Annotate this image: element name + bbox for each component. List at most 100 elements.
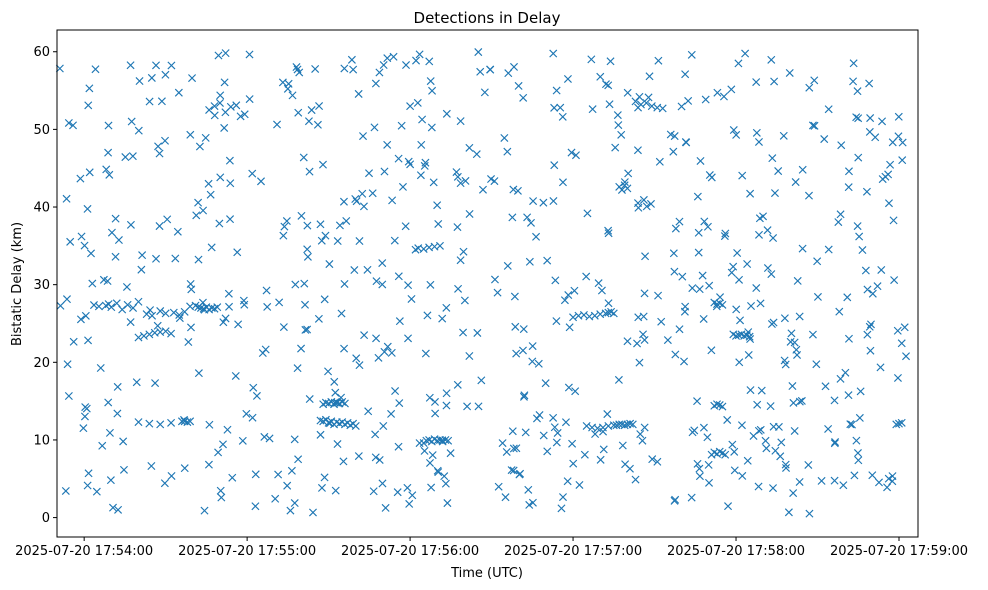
detection-point <box>743 259 752 269</box>
detection-point <box>640 335 649 344</box>
detection-point <box>645 72 654 81</box>
detection-point <box>69 121 78 130</box>
detection-point <box>413 98 422 107</box>
detection-point <box>723 415 732 424</box>
detection-point <box>755 214 764 223</box>
detection-point <box>163 215 172 224</box>
detection-point <box>713 88 722 97</box>
detection-point <box>286 506 295 515</box>
detection-point <box>865 322 874 331</box>
detection-point <box>894 112 903 121</box>
detection-point <box>216 486 225 495</box>
detection-point <box>318 160 327 169</box>
x-tick-label: 2025-07-20 17:58:00 <box>667 544 805 559</box>
detection-point <box>509 62 519 71</box>
detection-point-right-edge-44km <box>884 170 893 179</box>
detection-point <box>671 495 680 504</box>
detection-point <box>301 325 310 334</box>
detection-point-late-track-12km <box>582 421 591 430</box>
detection-point <box>744 350 753 359</box>
detection-point <box>703 222 712 231</box>
x-tick-label: 2025-07-20 17:56:00 <box>341 544 479 559</box>
detection-point <box>303 245 312 254</box>
detection-point <box>514 81 523 90</box>
detection-point <box>265 434 274 443</box>
detection-point-early-upper-53km <box>210 102 219 111</box>
detection-point <box>599 445 608 454</box>
detection-point-late-track-26km <box>579 310 588 319</box>
detection-point <box>729 126 738 135</box>
detection-point <box>844 167 853 176</box>
detection-point <box>282 217 291 226</box>
detection-point-early-upper-53km <box>205 105 214 114</box>
detection-point <box>304 117 313 126</box>
detection-point <box>564 291 573 300</box>
detection-point <box>763 264 772 273</box>
detection-point <box>636 430 645 439</box>
detection-point <box>541 379 550 388</box>
detection-point <box>430 397 439 406</box>
detection-point <box>675 325 684 334</box>
detection-point <box>352 354 361 363</box>
detection-point <box>565 323 574 332</box>
detection-point <box>300 279 309 288</box>
detection-point <box>500 133 509 142</box>
y-tick-label: 40 <box>33 201 50 216</box>
detection-point <box>588 105 597 114</box>
detection-point-early-track-27km <box>213 303 222 312</box>
detection-point <box>735 358 744 367</box>
detection-point <box>839 481 848 490</box>
detection-point-late-track-26km <box>601 309 610 318</box>
detection-point <box>114 236 123 245</box>
detection-point <box>459 328 468 337</box>
detection-point <box>604 226 613 235</box>
detection-point <box>587 55 596 64</box>
detection-point <box>216 173 225 182</box>
detection-point <box>575 480 584 489</box>
detection-point-early-track-27km <box>107 303 116 312</box>
detection-point <box>762 444 771 453</box>
detection-point <box>752 128 761 137</box>
detection-point <box>215 219 224 228</box>
detection-point <box>824 245 833 254</box>
detection-point <box>205 420 214 429</box>
detection-point-late-track-23km <box>745 332 754 341</box>
detection-point <box>805 509 814 518</box>
detection-point <box>888 138 897 147</box>
detection-point <box>836 374 845 383</box>
detection-point <box>314 314 323 323</box>
x-tick-label: 2025-07-20 17:59:00 <box>830 544 968 559</box>
detection-point <box>883 483 892 492</box>
detection-point <box>299 153 308 162</box>
detection-point <box>623 88 632 97</box>
detection-point <box>767 55 776 64</box>
detection-point <box>613 111 622 120</box>
detection-point <box>853 449 862 458</box>
detection-point <box>844 391 853 400</box>
detection-point <box>383 54 392 63</box>
detection-point <box>76 174 85 183</box>
detection-point <box>678 272 687 281</box>
detection-point <box>824 105 833 114</box>
detection-point <box>558 178 567 187</box>
detection-point <box>528 357 537 366</box>
detection-point <box>865 127 874 136</box>
detection-point <box>311 64 320 73</box>
detection-point <box>278 78 287 87</box>
detection-point-early-upper-53km <box>226 102 235 111</box>
detection-point <box>804 191 813 200</box>
detection-point <box>698 271 707 280</box>
detection-point <box>108 503 118 512</box>
detection-point <box>248 169 257 178</box>
detection-point <box>273 120 282 129</box>
detection-point <box>442 401 451 410</box>
detection-point <box>425 393 434 402</box>
detection-point <box>195 142 204 151</box>
detection-point <box>558 493 568 502</box>
detection-point <box>693 192 702 201</box>
detection-point <box>160 479 169 488</box>
detection-point <box>669 249 678 258</box>
detection-point <box>788 382 797 391</box>
detection-point-early-track-27km <box>156 307 165 316</box>
detection-point-early-track-27km <box>194 303 203 312</box>
